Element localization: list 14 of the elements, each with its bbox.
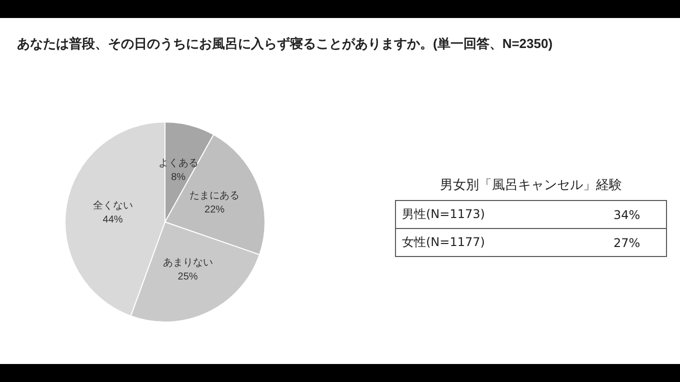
text: 34% [588, 200, 666, 228]
text: 男女別「風呂キャンセル」経験 [439, 177, 623, 194]
chart-title: あなたは普段、その日のうちにお風呂に入らず寝ることがありますか。(単一回答、N=2350) [17, 36, 553, 51]
slice-label: たまにある [190, 190, 240, 202]
text: 男性(N=1173) [396, 200, 588, 228]
data-label: 44% [102, 214, 123, 226]
slice-label: あまりない [162, 257, 213, 268]
text: 27% [588, 228, 666, 256]
data-label: 22% [204, 204, 225, 216]
slice-label: よくある [158, 158, 198, 170]
text: 女性(N=1177) [396, 228, 588, 256]
data-label: 8% [171, 172, 186, 184]
slice-label: 全くない [92, 199, 133, 212]
data-label: 25% [178, 271, 198, 282]
